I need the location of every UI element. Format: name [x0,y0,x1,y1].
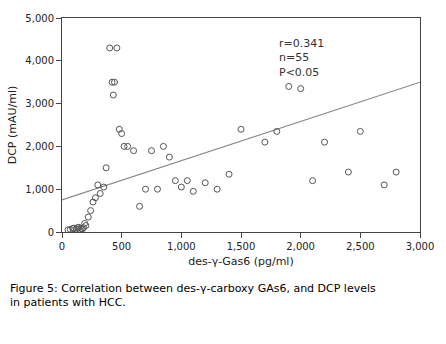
svg-text:1,000: 1,000 [167,241,196,252]
svg-text:2,000: 2,000 [25,141,54,152]
svg-text:1,500: 1,500 [227,241,256,252]
svg-text:Figure 5: Correlation between: Figure 5: Correlation between des-γ-carb… [10,282,376,309]
svg-text:2,500: 2,500 [346,241,375,252]
svg-text:5,000: 5,000 [25,13,54,24]
svg-text:3,000: 3,000 [406,241,435,252]
svg-text:2,000: 2,000 [286,241,315,252]
svg-text:1,000: 1,000 [25,184,54,195]
svg-text:DCP (mAU/ml): DCP (mAU/ml) [6,86,19,165]
svg-text:3,000: 3,000 [25,98,54,109]
svg-text:0: 0 [48,227,54,238]
svg-text:des-γ-Gas6 (pg/ml): des-γ-Gas6 (pg/ml) [188,255,293,268]
svg-text:r=0.341n=55P<0.05: r=0.341n=55P<0.05 [279,37,324,79]
svg-text:0: 0 [59,241,65,252]
svg-text:4,000: 4,000 [25,55,54,66]
svg-text:500: 500 [112,241,131,252]
